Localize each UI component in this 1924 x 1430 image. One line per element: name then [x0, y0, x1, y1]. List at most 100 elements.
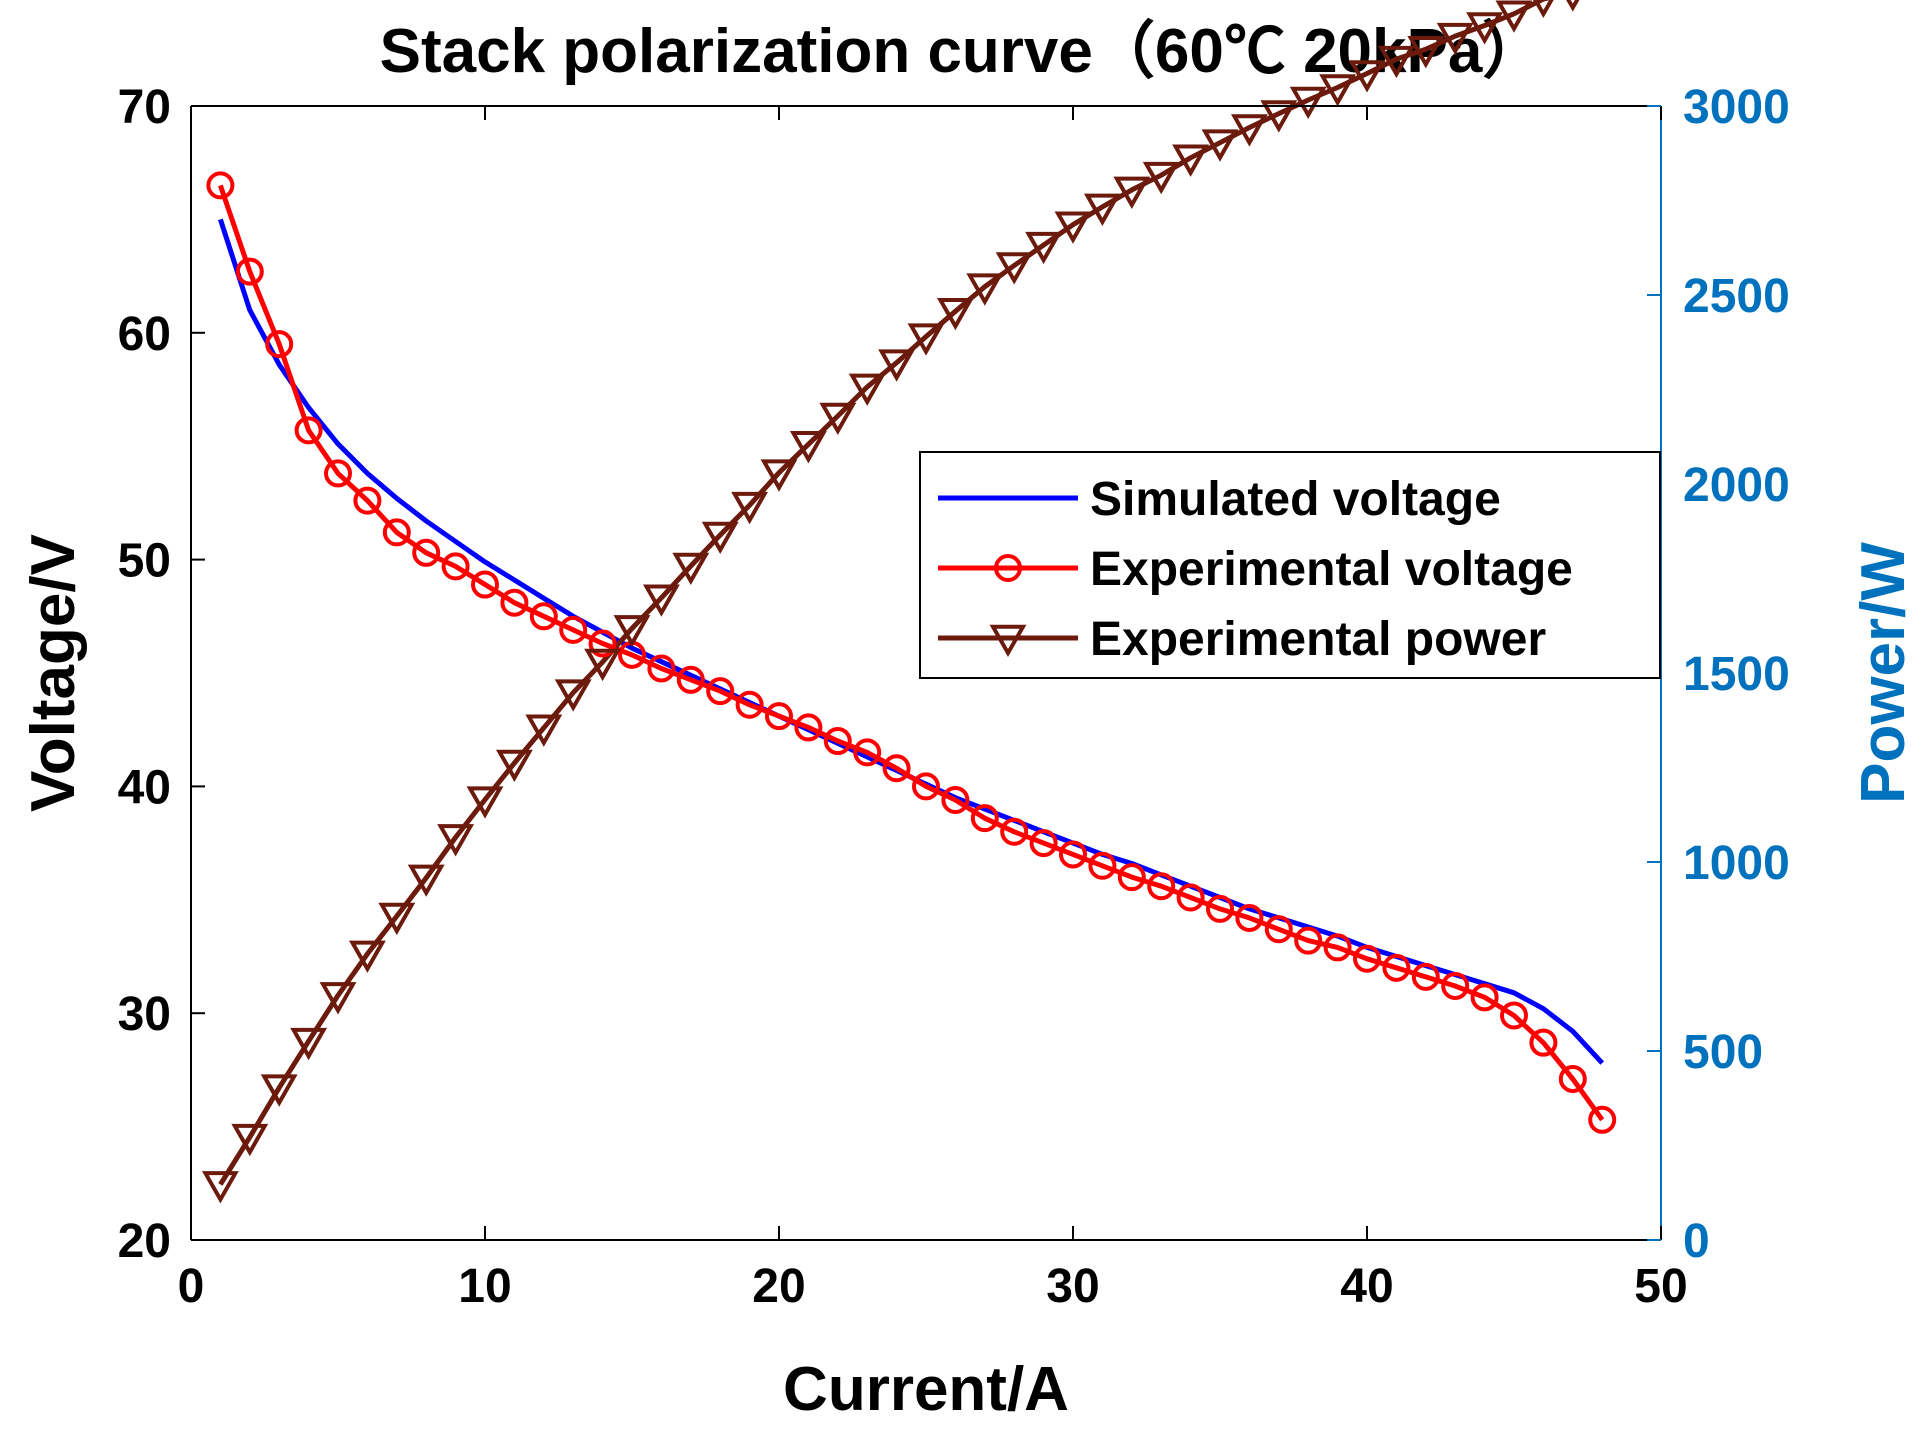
experimental-power-point [1054, 211, 1092, 244]
y2-tick-label: 3000 [1683, 81, 1790, 134]
experimental-voltage-point [1294, 926, 1323, 955]
y-tick-label: 20 [118, 1215, 171, 1268]
experimental-power-point [1377, 45, 1415, 79]
experimental-voltage-point [647, 654, 676, 683]
legend-marker-experimental-voltage [994, 554, 1022, 582]
experimental-voltage-point [1117, 863, 1146, 892]
legend-label-simulated-voltage: Simulated voltage [1090, 473, 1501, 526]
y2-tick-label: 0 [1683, 1215, 1710, 1268]
experimental-voltage-point [1206, 894, 1234, 923]
x-axis-label: Current/A [783, 1355, 1069, 1424]
experimental-power-point [1083, 193, 1121, 226]
x-tick-label: 10 [458, 1260, 511, 1313]
experimental-voltage-point [294, 416, 323, 445]
experimental-power-point [966, 273, 1004, 306]
experimental-power-point [1533, 0, 1554, 19]
experimental-power-point [1113, 176, 1151, 209]
experimental-voltage-point [1088, 851, 1117, 880]
experimental-power-point [878, 349, 916, 382]
y-tick-label: 70 [118, 81, 171, 134]
experimental-power-point [907, 323, 945, 356]
y-tick-label: 40 [118, 761, 171, 814]
experimental-voltage-point [1441, 971, 1470, 1000]
experimental-voltage-point [1353, 944, 1381, 973]
experimental-power-point [1436, 22, 1474, 56]
experimental-power-point [1566, 0, 1580, 12]
experimental-voltage-point [353, 486, 382, 515]
y-axis-label: Voltage/V [19, 534, 88, 812]
experimental-power-point [407, 864, 445, 897]
experimental-voltage-point [941, 786, 970, 815]
experimental-voltage-point [912, 772, 940, 801]
x-tick-label: 20 [752, 1260, 805, 1313]
x-tick-label: 50 [1634, 1260, 1687, 1313]
experimental-power-point [1348, 60, 1386, 93]
experimental-voltage-point [882, 754, 911, 783]
experimental-power-point [1201, 129, 1239, 162]
experimental-power-point [1172, 144, 1210, 177]
series-markers [201, 0, 1617, 1204]
experimental-voltage-point [412, 538, 441, 567]
x-tick-label: 30 [1046, 1260, 1099, 1313]
experimental-power-point [672, 552, 710, 586]
experimental-voltage-point [382, 518, 411, 547]
x-tick-label: 0 [178, 1260, 205, 1313]
y-tick-label: 30 [118, 988, 171, 1041]
legend-label-experimental-voltage: Experimental voltage [1090, 543, 1573, 596]
y2-tick-label: 2500 [1683, 270, 1790, 323]
y2-axis-label: Power/W [1849, 542, 1918, 804]
tick-labels: 0 10 20 30 40 50 20 30 40 50 60 70 0 500 1000 1500 2000 2… [118, 81, 1790, 1313]
experimental-power-point [760, 459, 798, 492]
y2-tick-label: 500 [1683, 1026, 1763, 1079]
experimental-power-point [260, 1074, 298, 1107]
experimental-power-point [231, 1123, 269, 1157]
experimental-power-point [290, 1027, 328, 1061]
chart-title: Stack polarization curve（60℃ 20kPa） [380, 16, 1545, 86]
experimental-voltage-point [1382, 953, 1411, 982]
experimental-voltage-point [1411, 962, 1440, 991]
y-tick-label: 50 [118, 535, 171, 588]
experimental-voltage-point [1000, 817, 1029, 846]
experimental-voltage-point [1264, 915, 1293, 944]
experimental-voltage-point [529, 602, 558, 631]
experimental-voltage-point [1470, 983, 1499, 1012]
experimental-voltage-point [706, 677, 735, 706]
experimental-voltage-point [1323, 933, 1352, 962]
experimental-voltage-point [441, 552, 470, 581]
experimental-power-point [1230, 114, 1268, 147]
experimental-power-point [466, 786, 504, 819]
experimental-power-point [1407, 36, 1445, 69]
experimental-voltage-point [1500, 1001, 1528, 1030]
experimental-voltage-point [853, 738, 882, 767]
experimental-voltage-line [218, 184, 1605, 1122]
experimental-power-point [701, 521, 739, 555]
legend-label-experimental-power: Experimental power [1090, 613, 1546, 666]
experimental-power-point [1025, 231, 1063, 265]
experimental-power-point [1260, 100, 1298, 133]
experimental-power-point [936, 298, 974, 331]
experimental-voltage-point [588, 629, 617, 658]
experimental-power-point [642, 584, 680, 617]
experimental-power-point [995, 252, 1033, 285]
experimental-voltage-point [265, 330, 294, 359]
experimental-power-point [789, 431, 827, 464]
experimental-power-point [1289, 86, 1327, 119]
experimental-voltage-point [735, 690, 764, 719]
y2-tick-label: 1500 [1683, 648, 1790, 701]
experimental-power-point [378, 902, 416, 936]
experimental-power-point [319, 982, 357, 1015]
y2-tick-label: 2000 [1683, 459, 1790, 512]
experimental-power-point [525, 714, 563, 747]
experimental-power-point [1495, 0, 1533, 33]
experimental-voltage-point [500, 588, 529, 617]
experimental-voltage-point [1588, 1105, 1617, 1134]
legend: Simulated voltage Experimental voltage Exp… [919, 451, 1661, 679]
experimental-voltage-point [324, 459, 352, 488]
experimental-voltage-point [235, 257, 264, 286]
experimental-power-point [1142, 161, 1180, 195]
legend-marker-experimental-power [989, 624, 1027, 658]
experimental-power-point [201, 1171, 239, 1204]
experimental-voltage-point [676, 665, 705, 694]
experimental-voltage-point [1529, 1028, 1558, 1057]
